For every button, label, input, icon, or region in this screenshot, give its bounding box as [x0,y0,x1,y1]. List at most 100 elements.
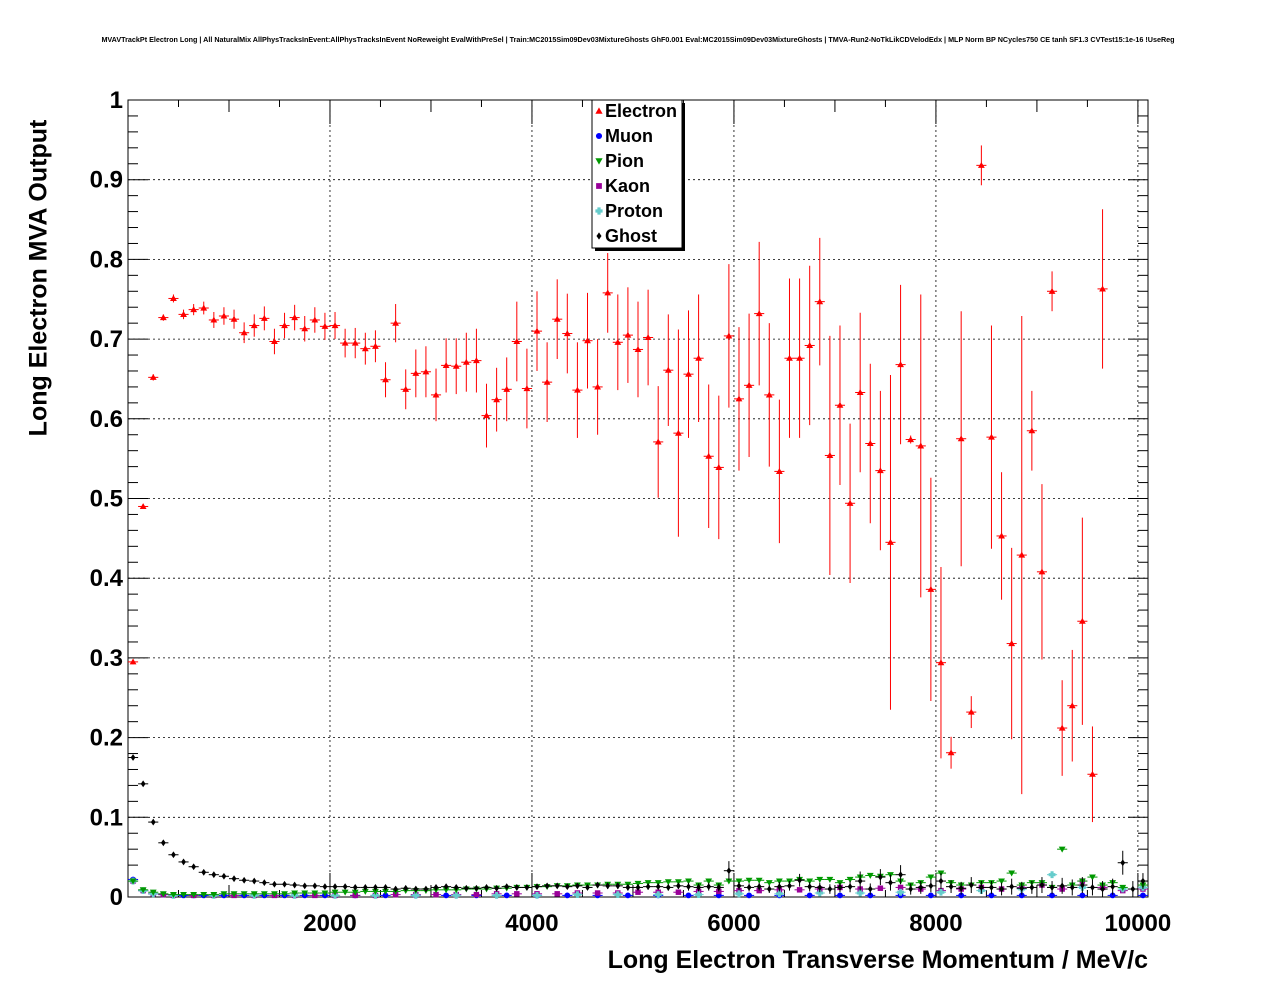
data-point [686,883,691,891]
data-point [139,503,147,510]
data-point [1079,881,1085,889]
data-point [140,780,146,788]
data-point [937,888,945,896]
x-axis-label: Long Electron Transverse Momentum / MeV/… [607,946,1148,974]
data-point [705,878,713,885]
data-point [918,884,924,891]
legend-entry-ghost: Ghost [605,226,657,246]
data-point [1110,883,1116,891]
data-point [251,877,257,885]
data-point [756,883,762,891]
data-point [393,885,399,893]
legend-box [591,99,683,249]
data-point [654,891,662,899]
data-point [563,330,571,337]
data-point [957,435,965,442]
y-tick-label: 0.6 [90,406,123,433]
data-point [463,884,469,892]
y-tick-label: 0.9 [90,167,123,194]
data-point [452,892,460,899]
data-point [1100,885,1105,893]
data-point [816,298,824,305]
data-point [746,892,752,899]
data-point [927,874,935,881]
data-point [1039,881,1045,889]
data-point [201,868,207,876]
data-point [514,891,520,897]
data-point [654,438,662,445]
data-point [777,883,782,891]
data-point [594,890,601,896]
data-point [1109,892,1116,899]
data-point [503,385,511,392]
data-point [857,877,863,885]
data-point [372,888,379,895]
data-point [977,161,985,168]
data-point [1009,883,1015,891]
x-tick-label: 6000 [707,910,760,937]
data-point [513,338,521,345]
data-point [271,338,278,345]
data-point [796,354,803,361]
data-point [190,892,198,899]
data-point [281,891,288,898]
x-tick-label: 4000 [505,910,558,937]
data-point [211,871,217,879]
data-point [534,883,540,891]
data-point [1079,892,1086,899]
data-point [866,872,874,879]
y-tick-label: 0.4 [90,565,124,592]
data-point [494,884,499,892]
data-point [735,878,743,885]
data-point [402,385,410,392]
data-point [403,884,409,892]
data-point [443,892,450,899]
data-point [574,891,581,899]
data-point [735,395,743,402]
data-point [322,883,328,891]
data-point [292,881,298,889]
data-point [837,892,843,899]
data-point [524,884,530,891]
data-point [514,884,520,891]
data-point [291,314,299,321]
data-point [301,890,309,897]
data-point [200,892,208,899]
data-point [351,339,359,346]
x-tick-label: 2000 [303,910,356,937]
y-tick-label: 0.8 [90,246,123,273]
data-point [433,884,439,891]
data-point [493,892,501,899]
data-point [998,532,1005,539]
data-point [856,889,864,897]
data-point [159,314,167,321]
data-point [664,366,672,373]
data-point [584,337,591,344]
data-point [927,892,934,899]
data-point [170,295,177,302]
data-point [989,884,994,891]
data-point [726,867,732,875]
data-point [392,319,400,326]
legend-entry-muon: Muon [605,126,653,146]
data-point [614,891,622,899]
data-point [644,334,652,341]
data-point [312,882,318,890]
data-point [382,892,389,899]
data-point [150,818,156,826]
data-point [474,884,479,892]
data-point [937,659,945,666]
data-point [716,884,722,891]
data-point [645,883,651,891]
data-point [775,468,783,474]
data-point [605,882,611,890]
data-point [907,436,915,443]
data-point [958,892,965,899]
data-point [544,882,550,890]
data-point [533,892,541,899]
data-point [1019,884,1025,892]
data-point [160,839,166,847]
data-point [765,880,773,887]
data-point [200,304,208,311]
